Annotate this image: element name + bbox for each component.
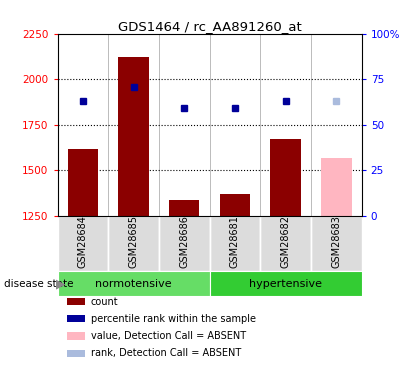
Bar — [210, 216, 260, 271]
Title: GDS1464 / rc_AA891260_at: GDS1464 / rc_AA891260_at — [118, 20, 302, 33]
Text: GSM28682: GSM28682 — [281, 216, 291, 268]
Bar — [67, 332, 85, 340]
Text: count: count — [91, 297, 119, 307]
Bar — [67, 315, 85, 322]
Bar — [58, 216, 108, 271]
Text: percentile rank within the sample: percentile rank within the sample — [91, 314, 256, 324]
Bar — [311, 216, 362, 271]
Text: GSM28685: GSM28685 — [129, 216, 139, 268]
Bar — [118, 57, 149, 216]
Text: GSM28683: GSM28683 — [331, 216, 341, 268]
Bar — [67, 350, 85, 357]
Bar — [58, 271, 210, 296]
Bar — [108, 216, 159, 271]
Bar — [159, 216, 210, 271]
Bar — [220, 194, 250, 216]
Bar — [260, 216, 311, 271]
Text: value, Detection Call = ABSENT: value, Detection Call = ABSENT — [91, 331, 246, 341]
Text: disease state: disease state — [4, 279, 74, 289]
Bar — [169, 200, 199, 216]
Bar — [68, 148, 98, 216]
Text: ▶: ▶ — [55, 277, 65, 290]
Bar — [67, 298, 85, 305]
Text: GSM28686: GSM28686 — [179, 216, 189, 268]
Text: GSM28681: GSM28681 — [230, 216, 240, 268]
Text: GSM28684: GSM28684 — [78, 216, 88, 268]
Text: normotensive: normotensive — [95, 279, 172, 289]
Bar — [321, 158, 351, 216]
Bar — [210, 271, 362, 296]
Bar — [270, 140, 301, 216]
Text: hypertensive: hypertensive — [249, 279, 322, 289]
Text: rank, Detection Call = ABSENT: rank, Detection Call = ABSENT — [91, 348, 241, 358]
